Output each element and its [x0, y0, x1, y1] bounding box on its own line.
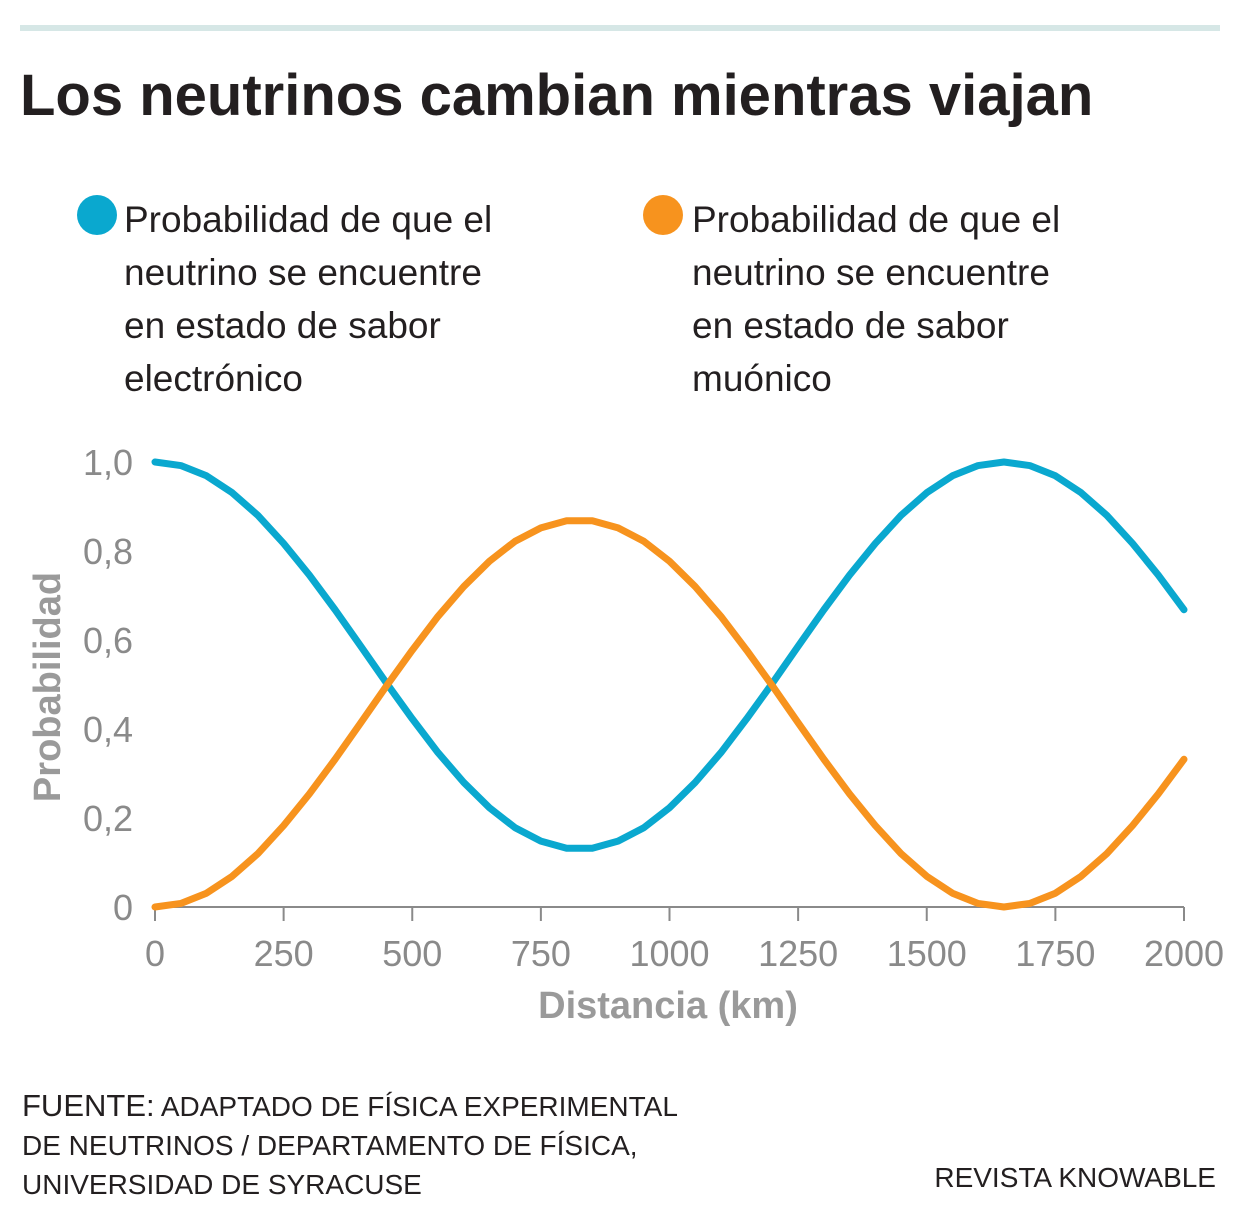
y-axis-title: Probabilidad	[27, 572, 69, 802]
legend-marker	[77, 195, 117, 235]
x-axis-title: Distancia (km)	[538, 985, 798, 1027]
x-tick-label: 1750	[1015, 933, 1095, 974]
x-tick-label: 500	[382, 933, 442, 974]
series-line	[151, 458, 1188, 852]
y-tick-label: 0	[113, 887, 133, 928]
source-label: FUENTE:	[22, 1088, 155, 1123]
legend-marker	[643, 195, 683, 235]
legend-label: Probabilidad de que el neutrino se encue…	[124, 199, 493, 399]
top-rule	[20, 25, 1220, 31]
x-tick-label: 250	[254, 933, 314, 974]
credit: REVISTA KNOWABLE	[934, 1162, 1216, 1193]
y-tick-label: 1,0	[83, 442, 133, 483]
x-tick-label: 750	[511, 933, 571, 974]
y-tick-label: 0,2	[83, 798, 133, 839]
series-line	[151, 517, 1188, 911]
y-tick-label: 0,4	[83, 709, 133, 750]
x-tick-label: 1000	[629, 933, 709, 974]
y-tick-label: 0,8	[83, 531, 133, 572]
legend-label: Probabilidad de que el neutrino se encue…	[692, 199, 1061, 399]
x-tick-label: 1500	[887, 933, 967, 974]
chart-title: Los neutrinos cambian mientras viajan	[20, 63, 1093, 128]
y-tick-label: 0,6	[83, 620, 133, 661]
source: FUENTE: ADAPTADO DE FÍSICA EXPERIMENTAL …	[22, 1086, 678, 1204]
x-tick-label: 0	[145, 933, 165, 974]
source-text: ADAPTADO DE FÍSICA EXPERIMENTAL DE NEUTR…	[22, 1091, 678, 1200]
x-tick-label: 2000	[1144, 933, 1224, 974]
x-tick-label: 1250	[758, 933, 838, 974]
